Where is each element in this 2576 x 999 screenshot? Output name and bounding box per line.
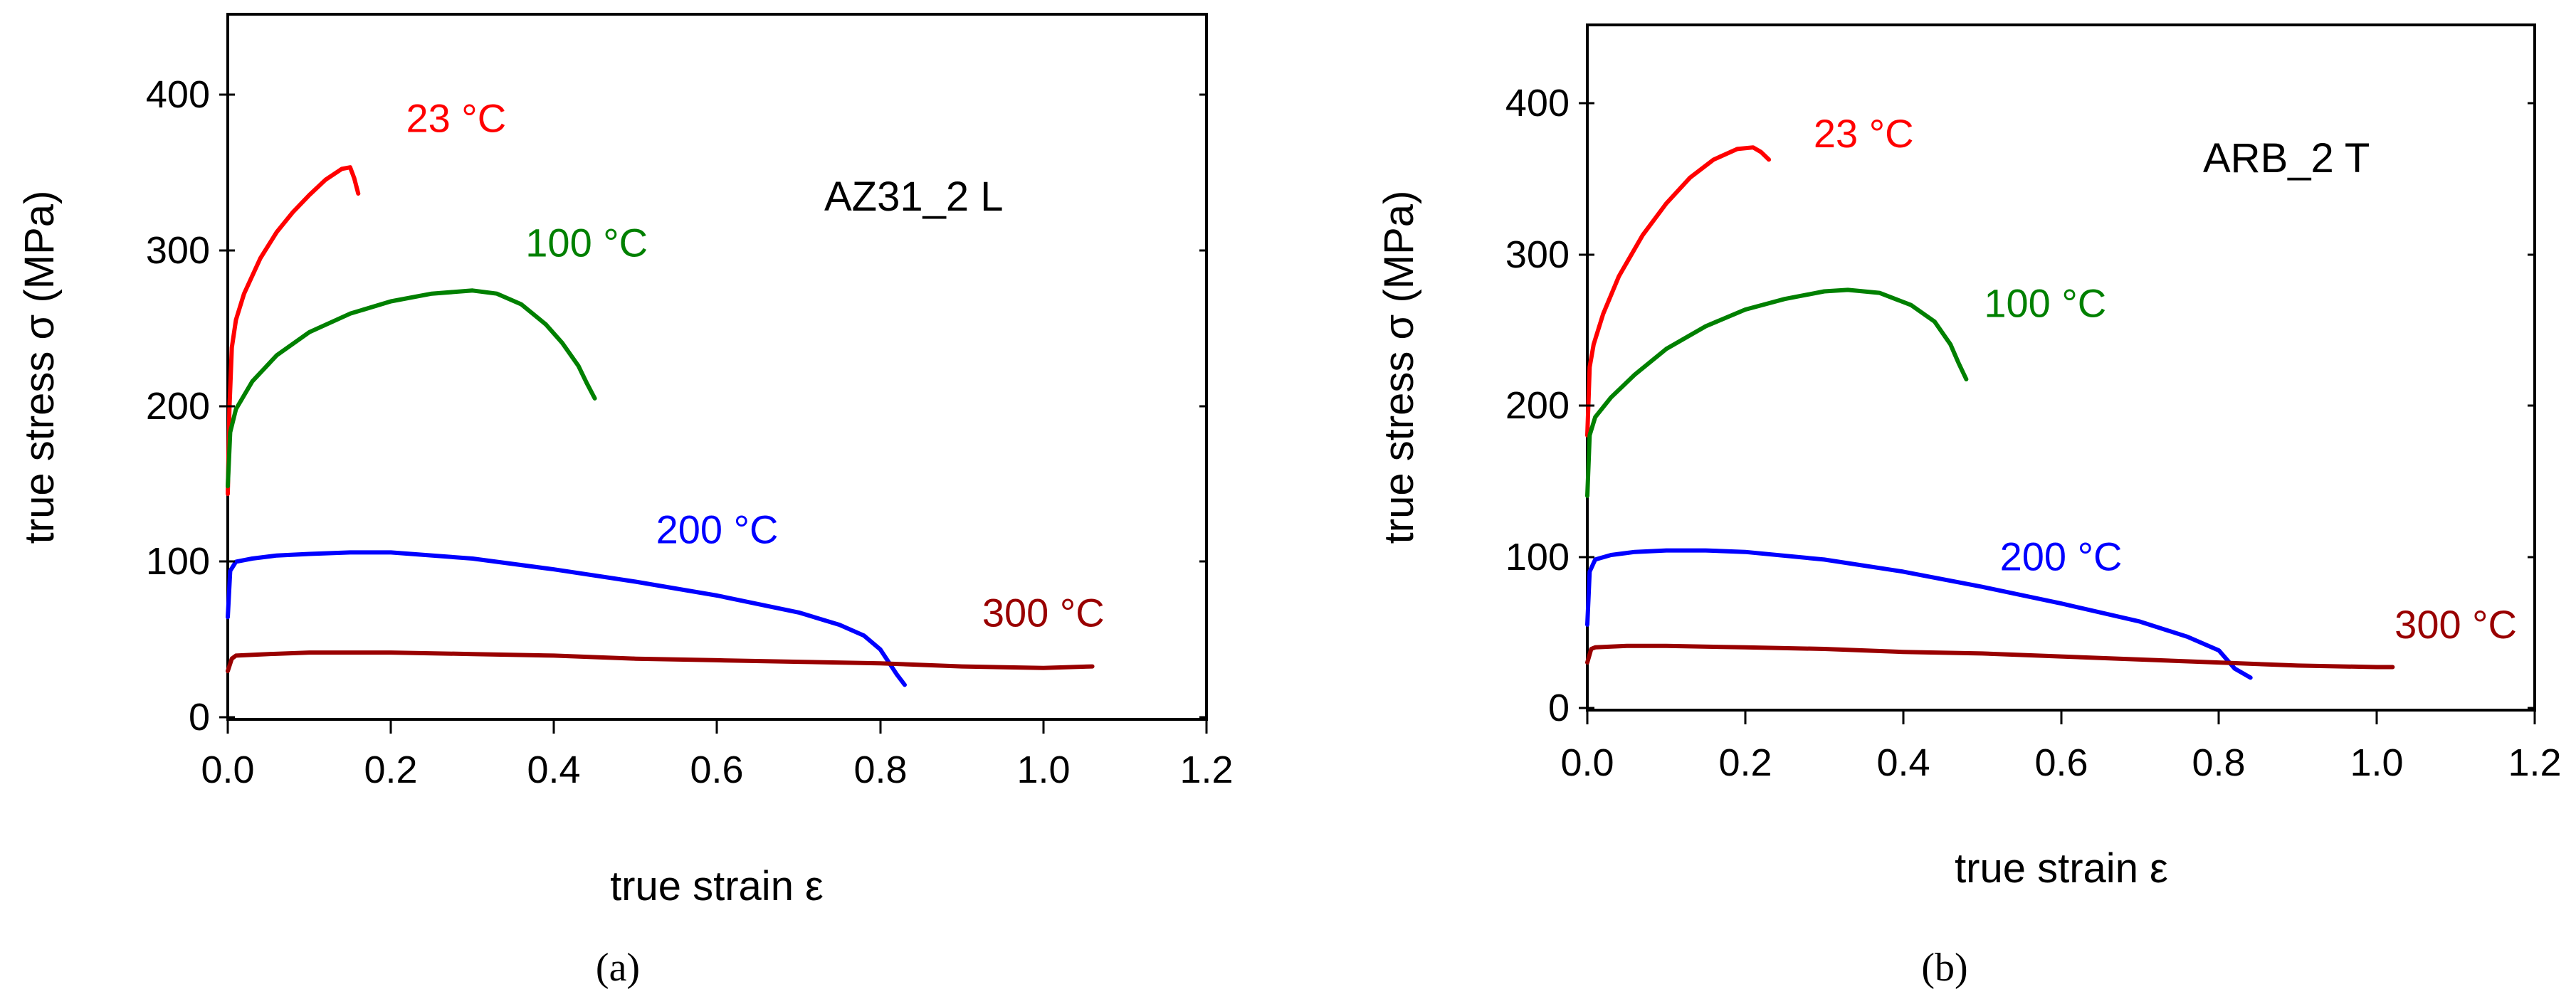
y-tick-labels-b: 0 100 200 300 400 (1505, 82, 1570, 729)
x-tick-label-a: 0.8 (853, 749, 907, 791)
y-axis-ticks-a (219, 93, 1206, 719)
panel-a: 0 100 200 300 400 0.0 0.2 0.4 0.6 0.8 1.… (16, 13, 1234, 990)
curve-label-a: 200 °C (656, 507, 779, 551)
y-tick-label-b: 300 (1505, 233, 1570, 276)
curve-label-b: 23 °C (1814, 111, 1914, 156)
x-tick-label-b: 1.0 (2350, 741, 2403, 784)
y-tick-label-b: 400 (1505, 82, 1570, 125)
y-tick-label-a: 0 (189, 696, 210, 739)
y-axis-ticks-b (1579, 102, 2535, 709)
curve-labels-b: 23 °C 100 °C 200 °C 300 °C (1814, 111, 2517, 647)
x-tick-labels-a: 0.0 0.2 0.4 0.6 0.8 1.0 1.2 (201, 749, 1233, 791)
x-tick-label-b: 0.8 (2192, 741, 2245, 784)
x-tick-label-a: 1.2 (1179, 749, 1233, 791)
x-axis-ticks-a (226, 719, 1208, 734)
series-group-b (1585, 145, 2395, 680)
x-tick-label-b: 1.2 (2508, 741, 2561, 784)
x-tick-label-a: 1.0 (1016, 749, 1070, 791)
curve-label-a: 23 °C (406, 95, 506, 140)
y-axis-title-a: true stress σ (MPa) (16, 191, 63, 544)
series-line-a-4 (226, 650, 1095, 674)
curve-label-a: 300 °C (982, 590, 1105, 635)
curve-labels-a: 23 °C 100 °C 200 °C 300 °C (406, 95, 1104, 635)
curve-label-b: 300 °C (2394, 602, 2517, 647)
series-line-a-1 (226, 165, 361, 497)
x-axis-title-b: true strain ε (1955, 845, 2168, 892)
panel-label-b: ARB_2 T (2203, 135, 2370, 181)
x-tick-label-b: 0.2 (1718, 741, 1772, 784)
series-group-a (226, 165, 1095, 687)
series-line-b-1 (1585, 145, 1772, 438)
x-tick-labels-b: 0.0 0.2 0.4 0.6 0.8 1.0 1.2 (1560, 741, 2561, 784)
plot-frame-b (1586, 23, 2536, 712)
y-tick-label-b: 200 (1505, 384, 1570, 427)
series-line-b-4 (1585, 643, 2395, 670)
x-axis-title-a: true strain ε (610, 863, 824, 909)
x-tick-label-a: 0.4 (527, 749, 580, 791)
series-line-b-3 (1585, 548, 2253, 680)
panel-label-a: AZ31_2 L (824, 174, 1004, 220)
y-tick-label-b: 0 (1548, 687, 1570, 729)
x-tick-label-b: 0.0 (1560, 741, 1614, 784)
y-tick-label-a: 400 (146, 73, 210, 116)
x-tick-label-a: 0.0 (201, 749, 254, 791)
y-tick-label-a: 200 (146, 385, 210, 428)
y-tick-label-a: 100 (146, 540, 210, 583)
curve-label-b: 100 °C (1984, 281, 2106, 326)
panel-caption-a: (a) (596, 946, 640, 990)
series-line-b-2 (1585, 287, 1969, 498)
x-tick-label-b: 0.4 (1876, 741, 1930, 784)
series-line-a-2 (226, 288, 597, 489)
curve-label-a: 100 °C (525, 221, 648, 265)
x-tick-label-a: 0.2 (364, 749, 417, 791)
panel-caption-b: (b) (1921, 946, 1967, 990)
y-tick-label-a: 300 (146, 229, 210, 272)
curve-label-b: 200 °C (2000, 534, 2123, 578)
y-tick-label-b: 100 (1505, 536, 1570, 578)
x-axis-ticks-b (1586, 710, 2536, 724)
x-tick-label-a: 0.6 (690, 749, 743, 791)
y-tick-labels-a: 0 100 200 300 400 (146, 73, 210, 739)
x-tick-label-b: 0.6 (2034, 741, 2088, 784)
series-line-a-3 (226, 550, 907, 687)
panel-b: 0 100 200 300 400 0.0 0.2 0.4 0.6 0.8 1.… (1376, 23, 2562, 990)
y-axis-title-b: true stress σ (MPa) (1376, 191, 1422, 544)
